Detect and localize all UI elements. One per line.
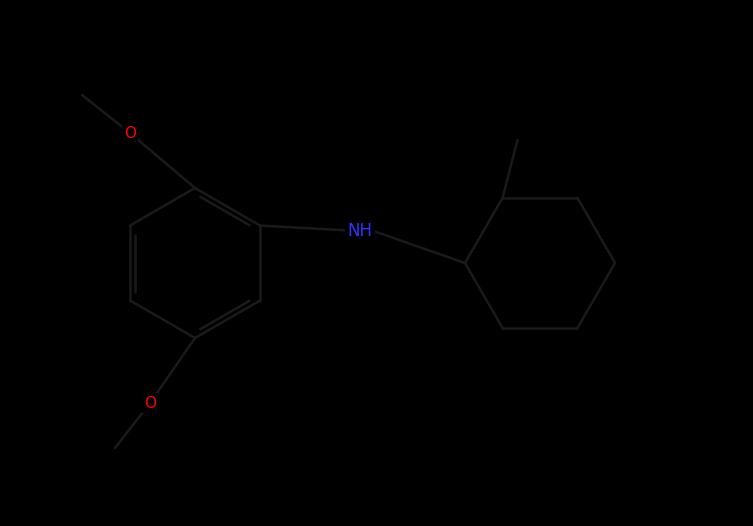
Text: O: O xyxy=(124,126,136,140)
Text: O: O xyxy=(144,396,156,410)
Text: NH: NH xyxy=(347,221,373,239)
